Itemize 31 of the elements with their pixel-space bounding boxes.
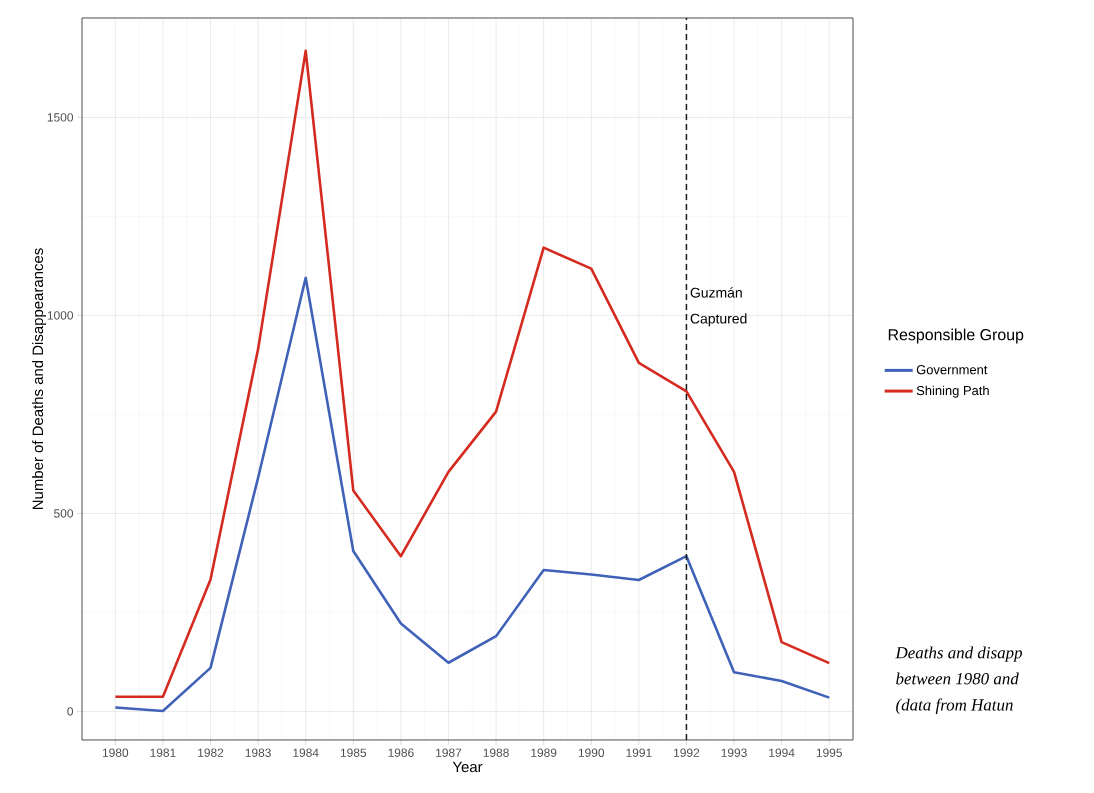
legend-label: Government [916,365,988,375]
y-tick-label: 1500 [47,113,74,122]
x-tick-label: 1984 [293,748,319,757]
line-series [114,49,831,699]
y-tick-label: 1000 [47,311,74,320]
x-tick-label: 1982 [198,748,224,757]
x-axis-title: Year [452,761,483,773]
x-tick-label: 1987 [436,748,462,757]
x-tick-label: 1992 [674,748,700,757]
text: (data from Hatun [896,698,1013,715]
text: Deaths and disapp [895,646,1023,662]
legend-label: Shining Path [916,385,989,398]
y-axis-title: Number of Deaths and Disappearances [32,248,47,510]
x-tick-label: 1995 [816,748,842,757]
x-tick-label: 1983 [245,748,271,757]
x-tick-label: 1989 [531,748,557,757]
y-tick-label: 0 [67,707,74,716]
x-tick-label: 1994 [769,748,795,757]
x-tick-label: 1981 [150,748,176,757]
y-tick-label: 500 [54,509,74,518]
x-tick-label: 1990 [578,748,605,757]
x-tick-label: 1986 [388,748,414,757]
x-tick-label: 1985 [340,748,367,757]
legend-title: Responsible Group [888,328,1024,344]
line-series [114,276,831,713]
x-tick-label: 1980 [102,748,129,757]
x-tick-label: 1993 [721,748,747,757]
x-tick-label: 1988 [483,748,509,757]
x-tick-label: 1991 [626,748,652,757]
ref-line-label: Guzmán Captured [690,287,747,327]
text: between 1980 and [896,672,1019,685]
